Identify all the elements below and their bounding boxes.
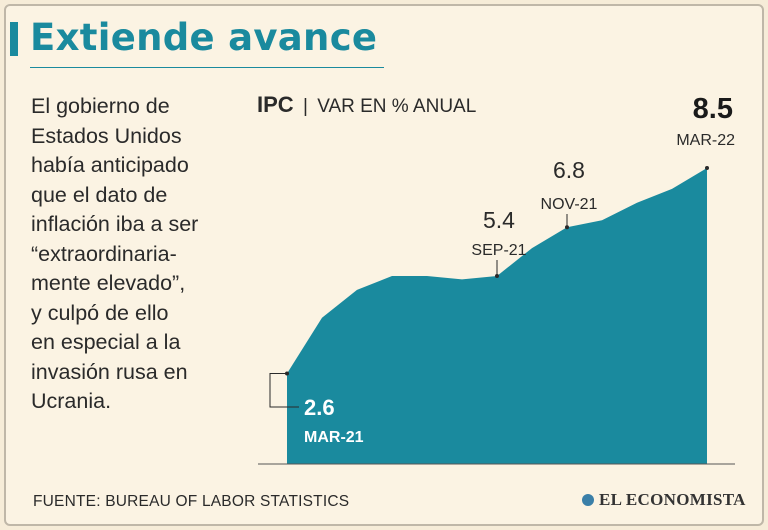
tick-label: NOV-21: [541, 196, 598, 213]
data-label: 5.4: [483, 207, 515, 233]
brand-globe-icon: [582, 494, 594, 506]
title-underline: [30, 67, 384, 68]
brand-name: EL ECONOMISTA: [599, 490, 746, 509]
tick-label: SEP-21: [471, 242, 526, 259]
brand-logo: EL ECONOMISTA: [582, 490, 746, 510]
series-area: [287, 168, 707, 464]
annotation-dot: [495, 273, 499, 278]
data-label: 6.8: [553, 157, 585, 183]
tick-label: MAR-21: [304, 429, 364, 446]
body-text: El gobierno de Estados Unidos había anti…: [31, 94, 199, 413]
chart-title: IPC: [257, 92, 294, 117]
data-label: 2.6: [304, 395, 335, 420]
source-note: FUENTE: BUREAU OF LABOR STATISTICS: [33, 493, 350, 510]
chart-header-separator: |: [302, 96, 308, 117]
chart-header: IPC | VAR EN % ANUAL: [257, 92, 476, 118]
data-label: 8.5: [693, 93, 733, 125]
tick-label: MAR-22: [676, 132, 735, 149]
annotation-leader: [269, 372, 299, 408]
annotation-dot: [705, 166, 709, 170]
chart-subtitle: VAR EN % ANUAL: [317, 96, 477, 117]
annotation-dot: [565, 225, 569, 230]
page-title: Extiende avance: [30, 16, 378, 59]
title-accent-bar: [10, 22, 18, 56]
annotation-dot: [285, 371, 289, 376]
